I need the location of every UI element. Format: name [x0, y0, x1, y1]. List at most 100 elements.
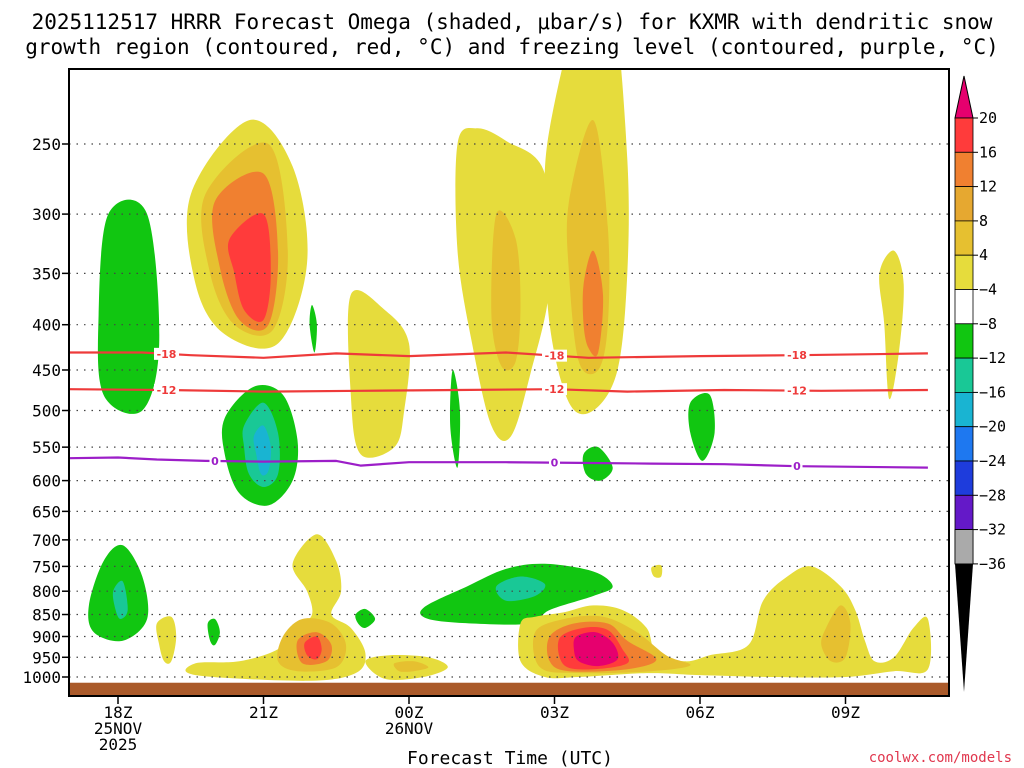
colorbar-label-2: 12 — [979, 178, 997, 196]
y-tick-label-350: 350 — [32, 264, 61, 283]
y-tick-label-1000: 1000 — [22, 668, 61, 687]
yellow-speck-05z — [651, 564, 663, 578]
colorbar-label-9: −20 — [979, 418, 1006, 436]
cyan-21z — [253, 425, 272, 476]
plot-frame — [68, 68, 950, 697]
gold-02z — [491, 210, 521, 371]
credit-link[interactable]: coolwx.com/models — [869, 750, 1012, 766]
colorbar-swatch-1 — [954, 151, 974, 188]
contour-label--12: -12 — [787, 385, 807, 398]
colorbar-label-8: −16 — [979, 383, 1006, 401]
ground-surface — [69, 682, 949, 696]
green-low-20z — [207, 618, 220, 646]
y-tick-label-950: 950 — [32, 648, 61, 667]
yellow-00z — [347, 289, 410, 458]
x-tick-label-3-0: 21Z — [249, 703, 278, 722]
colorbar-label-3: 8 — [979, 212, 988, 230]
yellow-10z — [879, 250, 904, 400]
x-tick-label-15-0: 09Z — [831, 703, 860, 722]
colorbar-label-4: 4 — [979, 246, 988, 264]
y-tick-label-500: 500 — [32, 402, 61, 421]
colorbar-label-7: −12 — [979, 349, 1006, 367]
red-21z — [227, 213, 271, 323]
colorbar-swatch-9 — [954, 426, 974, 462]
contour-label-bg--18 — [154, 347, 179, 360]
colorbar-top-arrow — [954, 75, 974, 119]
orange-04z — [582, 250, 604, 357]
contour-label--12: -12 — [157, 384, 177, 397]
temperature-contours: -18 -18 -18 -12 -12 -12 0 0 0 — [69, 347, 928, 473]
omega-regions — [88, 69, 932, 681]
colorbar-label-13: −36 — [979, 555, 1006, 573]
y-tick-label-400: 400 — [32, 316, 61, 335]
colorbar-label-6: −8 — [979, 315, 997, 333]
y-tick-label-700: 700 — [32, 531, 61, 550]
contour-label-bg--18 — [784, 349, 810, 362]
contour-label-bg--12 — [542, 383, 567, 396]
x-tick-label-9-0: 03Z — [540, 703, 569, 722]
x-tick-label-12-0: 06Z — [686, 703, 715, 722]
chart-title-line-2: growth region (contoured, red, °C) and f… — [25, 35, 999, 59]
contour-label-bg-0 — [791, 460, 803, 473]
contour-label-0: 0 — [211, 455, 219, 468]
y-tick-label-850: 850 — [32, 606, 61, 625]
contour-label-0: 0 — [793, 460, 801, 473]
contour-label-bg--12 — [154, 383, 179, 396]
gold-low-00z — [393, 661, 429, 672]
y-tick-label-550: 550 — [32, 438, 61, 457]
colorbar-swatch-5 — [954, 289, 974, 325]
contour-label-bg--12 — [784, 384, 810, 397]
plot-area: -18 -18 -18 -12 -12 -12 0 0 0 — [68, 68, 950, 697]
contour-label--12: -12 — [545, 383, 565, 396]
colorbar-label-12: −32 — [979, 521, 1006, 539]
contour-label--18: -18 — [545, 350, 565, 363]
contour-label-0: 0 — [551, 457, 559, 470]
green-low-23z — [355, 608, 376, 629]
green-0030z — [449, 369, 461, 468]
y-tick-label-250: 250 — [32, 135, 61, 154]
y-tick-label-800: 800 — [32, 582, 61, 601]
teal-low-02z — [495, 576, 546, 602]
colorbar-swatch-8 — [954, 391, 974, 428]
colorbar-swatch-13 — [954, 529, 974, 565]
ground-layer — [69, 682, 949, 696]
contour-label--18: -18 — [787, 349, 807, 362]
y-axis: 250 300 350 400 450 500 550 600 650 700 750 800 850 9… — [22, 135, 69, 687]
y-tick-label-750: 750 — [32, 557, 61, 576]
colorbar-swatch-2 — [954, 186, 974, 222]
x-tick-label-0-2: 2025 — [99, 735, 138, 754]
contour-label-bg--18 — [542, 349, 567, 362]
x-tick-label-0-0: 18Z — [104, 703, 133, 722]
x-tick-label-6-1: 26NOV — [385, 719, 434, 738]
colorbar-label-5: −4 — [979, 281, 997, 299]
x-tick-label-6-0: 00Z — [395, 703, 424, 722]
contour-label-bg-0 — [549, 456, 560, 469]
red-low-22z — [304, 636, 322, 660]
colorbar-label-1: 16 — [979, 143, 997, 161]
colorbar-swatch-6 — [954, 323, 974, 359]
colorbar-swatch-0 — [954, 117, 974, 153]
contour-line-0 — [69, 456, 928, 469]
colorbar-legend: 20 16 12 8 4 −4 −8 −12 −16 −20 −24 −28 −32 −36 — [954, 75, 1006, 692]
y-tick-label-450: 450 — [32, 361, 61, 380]
y-tick-label-600: 600 — [32, 472, 61, 491]
colorbar-swatch-7 — [954, 357, 974, 393]
y-tick-label-300: 300 — [32, 205, 61, 224]
x-tick-label-0-1: 25NOV — [94, 719, 143, 738]
gold-low-08z — [821, 605, 851, 663]
contour-line--12 — [69, 388, 928, 393]
colorbar-label-0: 20 — [979, 109, 997, 127]
teal-low-18z — [112, 580, 128, 619]
contour-label-bg-0 — [209, 454, 221, 467]
contour-label--18: -18 — [157, 348, 177, 361]
x-axis-label: Forecast Time (UTC) — [407, 748, 613, 768]
colorbar-label-10: −24 — [979, 452, 1006, 470]
green-06z — [688, 393, 715, 461]
yellow-low-19z — [156, 616, 177, 664]
colorbar-swatch-10 — [954, 460, 974, 496]
colorbar-bottom-arrow — [955, 563, 973, 692]
colorbar-label-11: −28 — [979, 486, 1006, 504]
magenta-low-04z — [573, 631, 619, 667]
colorbar-swatch-3 — [954, 220, 974, 256]
